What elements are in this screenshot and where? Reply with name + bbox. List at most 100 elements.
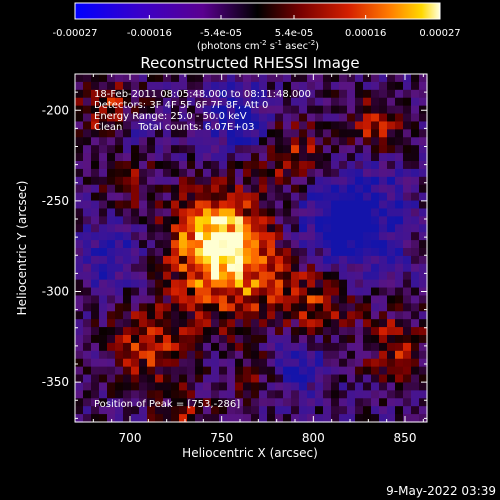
heatmap-cell xyxy=(187,74,196,83)
heatmap-cell xyxy=(419,295,428,304)
heatmap-cell xyxy=(107,342,116,352)
heatmap-cell xyxy=(259,224,268,233)
heatmap-cell xyxy=(115,303,124,312)
heatmap-cell xyxy=(227,89,236,99)
y-tick-label: -200 xyxy=(42,103,69,117)
heatmap-cell xyxy=(163,81,172,91)
heatmap-cell xyxy=(187,248,196,257)
annotation-time-range: 18-Feb-2011 08:05:48.000 to 08:11:48.000 xyxy=(94,89,311,100)
heatmap-cell xyxy=(187,105,196,115)
heatmap-cell xyxy=(211,192,220,202)
heatmap-cell xyxy=(315,121,324,130)
heatmap-cell xyxy=(315,105,324,115)
heatmap-cell xyxy=(259,350,268,360)
heatmap-cell xyxy=(379,303,388,312)
heatmap-cell xyxy=(331,342,340,352)
heatmap-cell xyxy=(395,97,404,107)
heatmap-cell xyxy=(395,113,404,123)
heatmap-cell xyxy=(363,303,372,312)
heatmap-cell xyxy=(331,224,340,233)
heatmap-cell xyxy=(203,192,212,202)
heatmap-cell xyxy=(219,113,228,123)
heatmap-cell xyxy=(363,414,372,423)
heatmap-cell xyxy=(235,358,244,368)
heatmap-cell xyxy=(379,398,388,407)
heatmap-cell xyxy=(307,414,316,423)
heatmap-cell xyxy=(339,184,348,194)
heatmap-cell xyxy=(243,358,252,368)
heatmap-cell xyxy=(275,129,284,138)
heatmap-cell xyxy=(411,390,420,399)
heatmap-cell xyxy=(347,184,356,194)
heatmap-cell xyxy=(259,327,268,336)
heatmap-cell xyxy=(147,168,156,178)
heatmap-cell xyxy=(171,161,180,170)
heatmap-cell xyxy=(123,232,132,241)
heatmap-cell xyxy=(243,232,252,241)
heatmap-cell xyxy=(331,153,340,162)
heatmap-cell xyxy=(107,137,116,146)
heatmap-cell xyxy=(171,366,180,376)
heatmap-cell xyxy=(363,113,372,123)
heatmap-cell xyxy=(347,129,356,138)
heatmap-cell xyxy=(395,129,404,138)
heatmap-cell xyxy=(355,216,364,225)
heatmap-cell xyxy=(363,263,372,273)
x-tick-label: 800 xyxy=(302,431,325,445)
heatmap-cell xyxy=(403,406,412,415)
heatmap-cell xyxy=(307,89,316,99)
heatmap-cell xyxy=(227,216,236,225)
heatmap-cell xyxy=(187,398,196,407)
heatmap-cell xyxy=(307,248,316,257)
heatmap-cell xyxy=(139,224,148,233)
heatmap-cell xyxy=(171,303,180,312)
heatmap-cell xyxy=(387,303,396,312)
heatmap-cell xyxy=(147,224,156,233)
heatmap-cell xyxy=(275,168,284,178)
heatmap-cell xyxy=(219,406,228,415)
heatmap-cell xyxy=(219,97,228,107)
heatmap-cell xyxy=(243,105,252,115)
heatmap-cell xyxy=(267,216,276,225)
heatmap-image xyxy=(75,74,428,423)
heatmap-cell xyxy=(91,414,100,423)
heatmap-cell xyxy=(123,97,132,107)
heatmap-cell xyxy=(171,374,180,384)
heatmap-cell xyxy=(355,311,364,320)
heatmap-cell xyxy=(123,184,132,194)
heatmap-cell xyxy=(243,176,252,186)
heatmap-cell xyxy=(203,129,212,138)
heatmap-cell xyxy=(267,406,276,415)
heatmap-cell xyxy=(307,161,316,170)
heatmap-cell xyxy=(107,358,116,368)
heatmap-cell xyxy=(123,208,132,217)
heatmap-cell xyxy=(387,137,396,146)
heatmap-cell xyxy=(283,137,292,146)
heatmap-cell xyxy=(115,271,124,281)
heatmap-cell xyxy=(259,200,268,210)
heatmap-cell xyxy=(99,303,108,312)
heatmap-cell xyxy=(283,161,292,170)
heatmap-cell xyxy=(275,398,284,407)
heatmap-cell xyxy=(75,168,84,178)
heatmap-cell xyxy=(195,248,204,257)
heatmap-cell xyxy=(179,240,188,249)
heatmap-cell xyxy=(419,153,428,162)
heatmap-cell xyxy=(235,398,244,407)
heatmap-cell xyxy=(99,121,108,130)
heatmap-cell xyxy=(347,105,356,115)
heatmap-cell xyxy=(347,200,356,210)
heatmap-cell xyxy=(219,240,228,249)
heatmap-cell xyxy=(227,176,236,186)
heatmap-cell xyxy=(299,129,308,138)
heatmap-cell xyxy=(107,350,116,360)
heatmap-cell xyxy=(219,81,228,91)
heatmap-cell xyxy=(131,311,140,320)
heatmap-cell xyxy=(219,216,228,225)
heatmap-cell xyxy=(347,121,356,130)
heatmap-cell xyxy=(259,319,268,328)
heatmap-cell xyxy=(219,414,228,423)
heatmap-cell xyxy=(403,97,412,107)
heatmap-cell xyxy=(379,216,388,225)
heatmap-cell xyxy=(235,342,244,352)
